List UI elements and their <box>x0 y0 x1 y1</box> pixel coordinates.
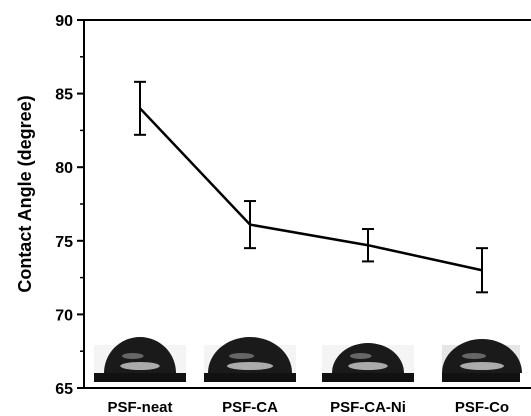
data-line <box>139 107 483 272</box>
y-axis-title: Contact Angle (degree) <box>15 95 35 292</box>
droplet-reflection <box>462 353 486 359</box>
axis-labels: 65 70 75 80 85 90 PSF-neat PSF-CA PSF-CA-Ni PSF-C… <box>55 13 509 416</box>
x-category-label: PSF-CA-Ni <box>330 399 406 416</box>
y-tick-label: 65 <box>55 381 73 398</box>
x-category-label: PSF-neat <box>107 399 172 416</box>
droplet-substrate <box>442 373 520 382</box>
droplet-reflection <box>122 353 144 359</box>
x-category-label: PSF-Co <box>455 399 509 416</box>
droplet-substrate <box>204 373 296 382</box>
droplet-highlight <box>226 362 274 370</box>
contact-angle-droplet-image <box>204 337 296 382</box>
y-tick-label: 90 <box>55 13 73 30</box>
y-tick-label: 85 <box>55 87 73 104</box>
droplet-highlight <box>460 362 504 370</box>
series-line <box>134 80 488 294</box>
y-tick-label: 75 <box>55 234 73 251</box>
contact-angle-droplet-image <box>442 339 522 382</box>
droplet-images <box>94 337 522 382</box>
contact-angle-droplet-image <box>322 343 414 382</box>
contact-angle-droplet-image <box>94 337 186 382</box>
droplet-highlight <box>348 362 388 370</box>
y-tick-label: 70 <box>55 307 73 324</box>
axes <box>77 19 531 389</box>
droplet-reflection <box>229 353 255 359</box>
y-tick-label: 80 <box>55 160 73 177</box>
droplet-reflection <box>350 353 372 359</box>
droplet-substrate <box>94 373 186 382</box>
droplet-substrate <box>322 373 414 382</box>
droplet-highlight <box>120 362 160 370</box>
x-category-label: PSF-CA <box>222 399 278 416</box>
